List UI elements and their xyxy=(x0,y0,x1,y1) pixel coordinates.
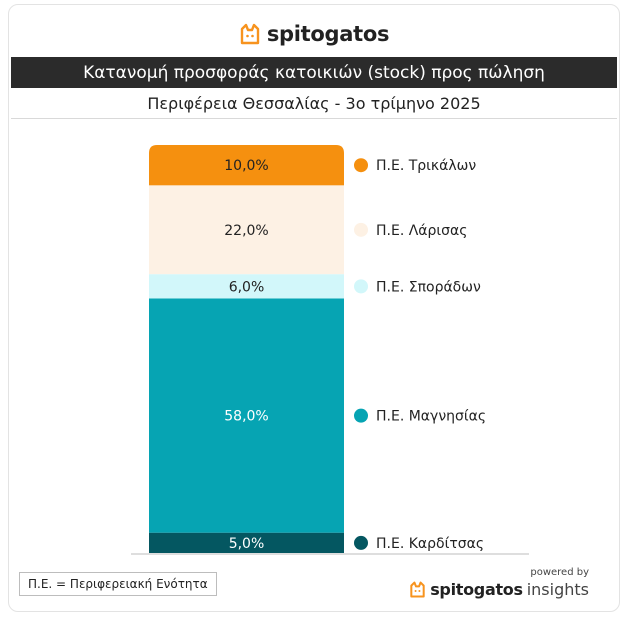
legend-label: Π.Ε. Μαγνησίας xyxy=(376,409,486,425)
chart-subtitle: Περιφέρεια Θεσσαλίας - 3ο τρίμηνο 2025 xyxy=(147,93,481,113)
legend-marker xyxy=(354,535,368,550)
data-label: 22,0% xyxy=(224,223,268,239)
legend-marker xyxy=(354,158,368,173)
bar-segment xyxy=(149,145,344,186)
legend-marker xyxy=(354,222,368,237)
divider xyxy=(11,118,617,119)
bar-segment xyxy=(149,274,344,299)
data-label: 5,0% xyxy=(229,536,265,552)
legend-label: Π.Ε. Σποράδων xyxy=(376,279,481,295)
legend-marker xyxy=(354,408,368,423)
data-label: 58,0% xyxy=(224,409,268,425)
brand-header: spitogatos xyxy=(9,17,619,51)
chart-title: Κατανομή προσφοράς κατοικιών (stock) προ… xyxy=(11,57,617,88)
powered-by-text: powered by xyxy=(530,567,589,578)
cat-icon xyxy=(240,23,260,45)
legend-marker xyxy=(354,279,368,294)
brand-name: spitogatos xyxy=(266,22,390,46)
bar-segment xyxy=(149,532,344,553)
legend-label: Π.Ε. Λάρισας xyxy=(376,223,467,239)
stacked-bar-chart: 10,0% Π.Ε. Τρικάλων 22,0% Π.Ε. Λάρισας 6,0% Π… xyxy=(131,145,529,555)
data-label: 6,0% xyxy=(229,279,265,295)
chart-card: spitogatos Κατανομή προσφοράς κατοικιών … xyxy=(8,4,620,612)
abbreviation-note: Π.Ε. = Περιφερειακή Ενότητα xyxy=(19,572,217,596)
bar-stack xyxy=(149,145,344,553)
legend-label: Π.Ε. Καρδίτσας xyxy=(376,536,484,552)
cat-icon xyxy=(410,581,425,598)
footer-brand-light: insights xyxy=(526,580,589,599)
data-label: 10,0% xyxy=(224,158,268,174)
footer-brand: spitogatos insights xyxy=(409,580,589,599)
legend-label: Π.Ε. Τρικάλων xyxy=(376,158,476,174)
footer-brand-bold: spitogatos xyxy=(430,580,523,599)
bar-segment xyxy=(149,298,344,533)
bar-segment xyxy=(149,185,344,275)
